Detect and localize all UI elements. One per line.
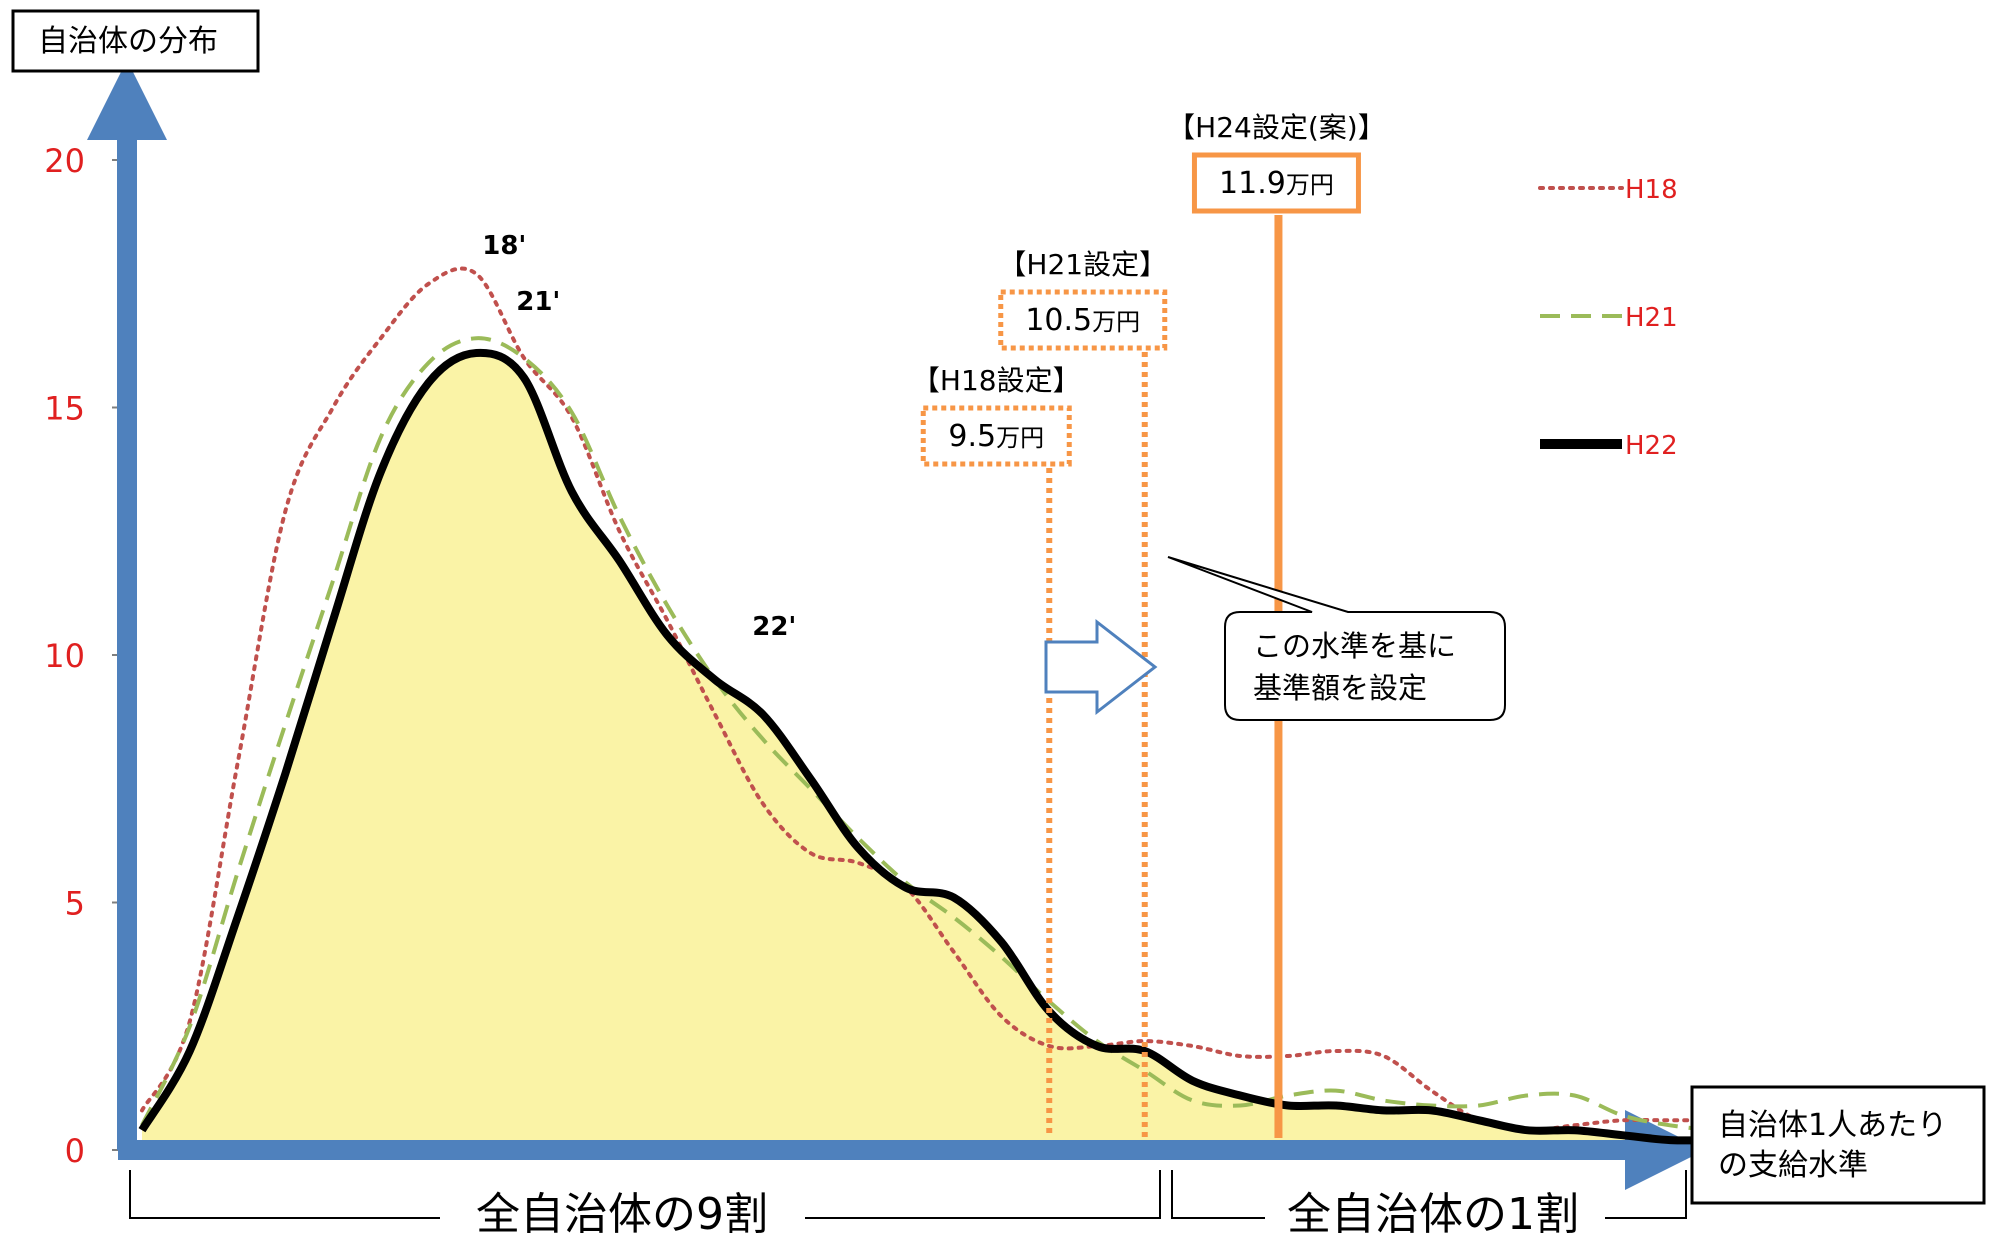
bracket-right-label: 全自治体の1割 bbox=[1287, 1189, 1579, 1233]
legend-label-h22: H22 bbox=[1625, 431, 1678, 461]
bracket-left-label: 全自治体の9割 bbox=[476, 1189, 768, 1233]
series-line-h21 bbox=[140, 336, 1766, 1133]
y-axis-label-text: 自治体の分布 bbox=[38, 24, 218, 59]
y-tick-label: 20 bbox=[44, 142, 85, 180]
y-tick-label: 15 bbox=[44, 390, 85, 428]
peak-labels: 18' 21' 22' bbox=[482, 231, 796, 642]
setting-box bbox=[920, 405, 1072, 467]
legend-label-h21: H21 bbox=[1625, 303, 1678, 333]
peak-label-h18: 18' bbox=[482, 231, 526, 261]
setting-title: 【H21設定】 bbox=[998, 248, 1167, 281]
callout-line-2: 基準額を設定 bbox=[1253, 671, 1427, 705]
x-axis-label-line-2: の支給水準 bbox=[1718, 1148, 1868, 1183]
series-line-h22 bbox=[138, 348, 1766, 1145]
h22-area-fill bbox=[142, 352, 1766, 1151]
setting-box bbox=[1191, 152, 1361, 214]
series-line-h18 bbox=[140, 266, 1768, 1133]
y-tick-label: 10 bbox=[44, 637, 85, 675]
peak-label-h21: 21' bbox=[516, 287, 560, 317]
setting-title: 【H18設定】 bbox=[912, 364, 1081, 397]
peak-label-h22: 22' bbox=[752, 612, 796, 642]
hollow-arrow-icon bbox=[1044, 618, 1158, 716]
callout-line-1: この水準を基に bbox=[1253, 629, 1456, 663]
setting-amount: 9.5万円 bbox=[948, 419, 1044, 454]
y-tick-label: 0 bbox=[65, 1132, 85, 1170]
y-tick-label: 5 bbox=[65, 885, 85, 923]
setting-amount: 11.9万円 bbox=[1219, 166, 1334, 201]
x-axis-label-line-1: 自治体1人あたり bbox=[1718, 1108, 1947, 1143]
setting-title: 【H24設定(案)】 bbox=[1167, 111, 1386, 144]
setting-box bbox=[998, 289, 1168, 351]
callout: この水準を基に 基準額を設定 bbox=[1167, 556, 1506, 721]
legend-label-h18: H18 bbox=[1625, 175, 1678, 205]
y-axis-label: 自治体の分布 bbox=[11, 9, 260, 73]
series-lines bbox=[138, 266, 1768, 1145]
x-axis-label: 自治体1人あたり の支給水準 bbox=[1690, 1085, 1986, 1205]
bottom-brackets: 全自治体の9割 全自治体の1割 bbox=[129, 1170, 1687, 1233]
setting-amount: 10.5万円 bbox=[1025, 303, 1140, 338]
legend: H18 H21 H22 bbox=[1538, 175, 1678, 461]
y-axis-ticks: 0 5 10 15 20 bbox=[44, 142, 124, 1170]
